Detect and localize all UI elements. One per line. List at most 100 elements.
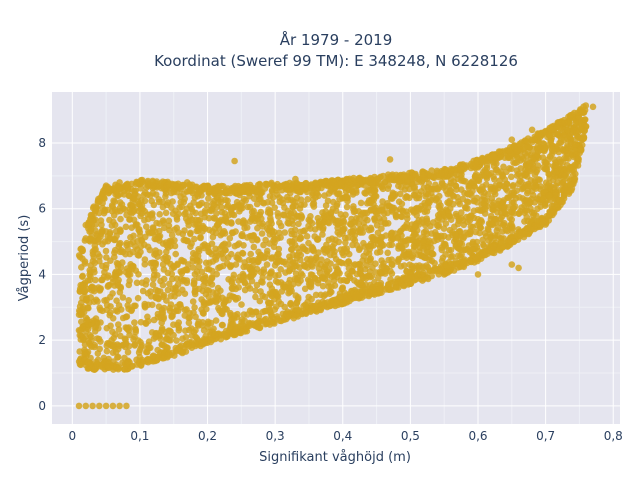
data-point bbox=[295, 220, 302, 228]
data-point bbox=[255, 186, 262, 193]
data-point bbox=[163, 248, 170, 256]
data-point bbox=[282, 260, 290, 268]
data-point bbox=[401, 223, 409, 230]
data-point bbox=[424, 275, 432, 283]
data-point bbox=[116, 185, 123, 192]
data-point bbox=[222, 296, 230, 304]
data-point bbox=[207, 338, 214, 346]
data-point bbox=[393, 284, 400, 291]
data-point bbox=[397, 184, 405, 191]
data-point bbox=[241, 259, 248, 266]
data-point bbox=[319, 282, 327, 290]
data-point bbox=[426, 199, 433, 207]
data-point bbox=[534, 152, 541, 160]
data-point bbox=[359, 287, 366, 295]
data-point bbox=[545, 192, 553, 199]
data-point bbox=[447, 253, 455, 261]
data-point bbox=[535, 176, 542, 183]
data-point bbox=[347, 221, 355, 228]
data-point bbox=[200, 310, 207, 317]
data-point bbox=[339, 226, 347, 233]
data-point bbox=[111, 253, 118, 261]
data-point bbox=[132, 326, 140, 334]
data-point bbox=[387, 230, 395, 237]
data-point bbox=[472, 228, 480, 236]
data-point bbox=[193, 227, 200, 235]
data-point bbox=[162, 193, 169, 200]
data-point bbox=[119, 294, 127, 301]
data-point bbox=[292, 199, 299, 206]
data-point bbox=[398, 200, 406, 208]
data-point bbox=[126, 205, 134, 213]
data-point bbox=[328, 235, 336, 242]
data-point bbox=[152, 333, 159, 341]
data-point bbox=[442, 243, 450, 250]
data-point bbox=[96, 402, 103, 410]
data-point bbox=[361, 177, 369, 184]
data-point bbox=[268, 285, 276, 292]
data-point bbox=[171, 352, 178, 359]
data-point bbox=[524, 187, 532, 195]
data-point bbox=[299, 243, 307, 251]
data-point bbox=[431, 259, 438, 267]
data-point bbox=[144, 243, 152, 251]
data-point bbox=[95, 335, 103, 343]
x-tick-label: 0,6 bbox=[468, 429, 487, 443]
data-point bbox=[246, 322, 253, 330]
y-tick-label: 4 bbox=[38, 267, 46, 281]
data-point bbox=[351, 207, 359, 215]
data-point bbox=[132, 221, 140, 228]
x-tick-label: 0,4 bbox=[333, 429, 352, 443]
data-point bbox=[522, 171, 529, 179]
data-point bbox=[107, 322, 114, 330]
data-point bbox=[115, 243, 122, 250]
data-point bbox=[82, 221, 90, 229]
data-point bbox=[459, 235, 467, 242]
data-point bbox=[152, 261, 159, 269]
data-point bbox=[336, 190, 343, 197]
data-point bbox=[589, 103, 597, 111]
data-point bbox=[112, 348, 120, 356]
data-point bbox=[107, 309, 114, 317]
data-point bbox=[328, 214, 336, 222]
data-point bbox=[290, 209, 298, 217]
data-point bbox=[175, 327, 183, 334]
data-point bbox=[433, 195, 440, 202]
data-point bbox=[277, 234, 284, 241]
data-point bbox=[115, 326, 123, 333]
data-point bbox=[304, 196, 311, 203]
data-point bbox=[129, 248, 137, 256]
data-point bbox=[138, 202, 146, 209]
data-point bbox=[407, 175, 415, 183]
data-point bbox=[426, 256, 433, 264]
data-point bbox=[266, 193, 274, 200]
data-point bbox=[400, 174, 408, 181]
data-point bbox=[300, 227, 307, 235]
data-point bbox=[438, 169, 446, 177]
data-point bbox=[268, 199, 276, 206]
data-point bbox=[495, 148, 503, 155]
data-point bbox=[291, 263, 298, 270]
data-point bbox=[513, 230, 521, 238]
data-point bbox=[463, 198, 471, 205]
data-point bbox=[442, 251, 449, 258]
data-point bbox=[558, 198, 566, 205]
data-point bbox=[148, 329, 156, 336]
chart-subtitle: Koordinat (Sweref 99 TM): E 348248, N 62… bbox=[154, 52, 518, 70]
data-point bbox=[400, 282, 408, 290]
data-point bbox=[255, 248, 262, 256]
data-point bbox=[447, 179, 455, 187]
data-point bbox=[221, 246, 229, 254]
data-point bbox=[149, 177, 156, 185]
data-point bbox=[547, 137, 554, 145]
data-point bbox=[135, 207, 142, 215]
data-point bbox=[149, 189, 157, 197]
data-point bbox=[219, 229, 226, 237]
data-point bbox=[177, 193, 184, 200]
data-point bbox=[255, 312, 263, 320]
data-point bbox=[302, 309, 309, 317]
data-point bbox=[276, 317, 284, 325]
data-point bbox=[570, 127, 577, 134]
data-point bbox=[271, 204, 279, 211]
data-point bbox=[285, 220, 293, 227]
